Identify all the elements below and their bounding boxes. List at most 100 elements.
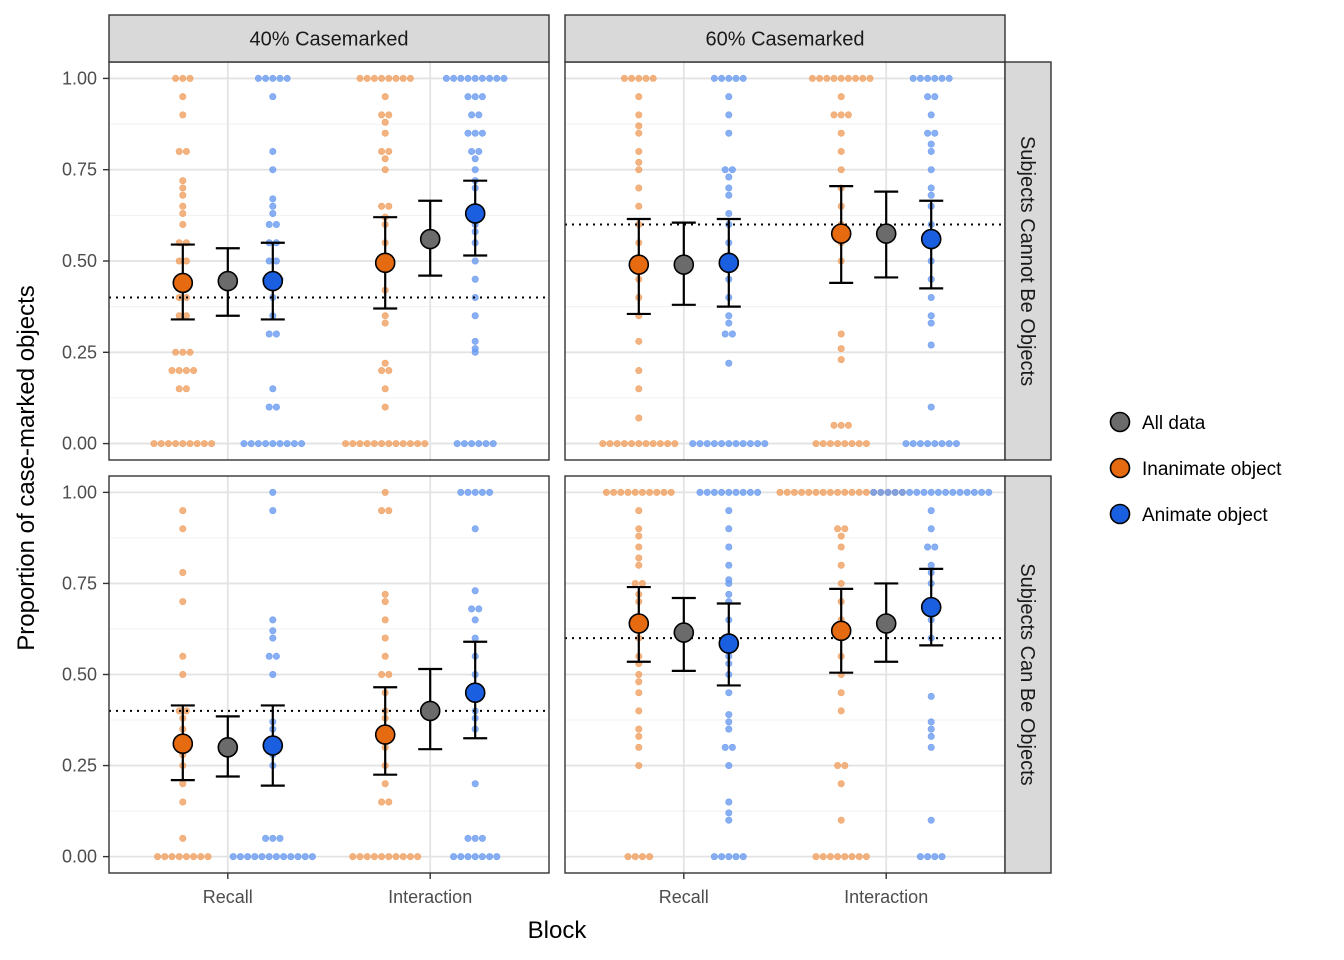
y-tick-label: 0.75 (62, 573, 97, 593)
animate-data-point (471, 345, 479, 353)
inanimate-data-point (378, 367, 386, 375)
inanimate-data-point (421, 440, 429, 448)
inanimate-data-point (378, 111, 386, 119)
inanimate-data-point (826, 853, 834, 861)
animate-data-point (265, 403, 273, 411)
animate-data-point (696, 488, 704, 496)
animate-data-point (725, 319, 733, 327)
animate-data-point (924, 74, 932, 82)
animate-data-point (945, 74, 953, 82)
inanimate-data-point (635, 129, 643, 137)
animate-data-point (721, 743, 729, 751)
inanimate-data-point (848, 488, 856, 496)
animate-data-point (916, 74, 924, 82)
inanimate-data-point (841, 488, 849, 496)
animate-data-point (478, 74, 486, 82)
inanimate-data-point (168, 853, 176, 861)
animate-data-point (269, 147, 277, 155)
animate-data-point (927, 718, 935, 726)
animate-data-point (877, 488, 885, 496)
inanimate-data-point (392, 440, 400, 448)
inanimate-data-point (168, 367, 176, 375)
inanimate-mean-point (628, 613, 650, 634)
animate-data-point (924, 93, 932, 101)
animate-data-point (276, 74, 284, 82)
animate-data-point (450, 74, 458, 82)
animate-data-point (725, 576, 733, 584)
inanimate-data-point (182, 853, 190, 861)
animate-data-point (978, 488, 986, 496)
animate-data-point (280, 853, 288, 861)
animate-data-point (460, 440, 468, 448)
y-tick-label: 0.00 (62, 847, 97, 867)
animate-data-point (244, 853, 252, 861)
inanimate-data-point (635, 166, 643, 174)
animate-data-point (471, 634, 479, 642)
panel-1-1 (565, 488, 1005, 861)
inanimate-data-point (837, 689, 845, 697)
y-tick-label: 1.00 (62, 68, 97, 88)
all-mean-point (875, 613, 897, 634)
animate-data-point (471, 155, 479, 163)
animate-data-point (272, 330, 280, 338)
y-tick-label: 0.50 (62, 665, 97, 685)
row-strip (1004, 61, 1052, 461)
animate-data-point (725, 173, 733, 181)
inanimate-data-point (837, 532, 845, 540)
animate-data-point (478, 93, 486, 101)
inanimate-data-point (356, 74, 364, 82)
inanimate-data-point (381, 598, 389, 606)
animate-data-point (464, 93, 472, 101)
animate-data-point (265, 652, 273, 660)
inanimate-data-point (620, 74, 628, 82)
inanimate-data-point (154, 853, 162, 861)
inanimate-data-point (635, 122, 643, 130)
legend-all-label: All data (1142, 413, 1206, 434)
inanimate-data-point (378, 202, 386, 210)
animate-data-point (471, 93, 479, 101)
animate-data-point (269, 195, 277, 203)
inanimate-data-point (179, 780, 187, 788)
animate-data-point (931, 129, 939, 137)
animate-data-point (725, 543, 733, 551)
inanimate-data-point (841, 525, 849, 533)
animate-data-point (934, 488, 942, 496)
animate-data-point (290, 440, 298, 448)
inanimate-data-point (837, 579, 845, 587)
animate-data-point (254, 440, 262, 448)
inanimate-data-point (837, 147, 845, 155)
inanimate-data-point (406, 74, 414, 82)
inanimate-data-point (852, 74, 860, 82)
animate-data-point (471, 488, 479, 496)
animate-mean-point (464, 203, 486, 224)
animate-data-point (276, 834, 284, 842)
inanimate-data-point (179, 93, 187, 101)
animate-data-point (301, 853, 309, 861)
animate-data-point (927, 525, 935, 533)
animate-data-point (927, 191, 935, 199)
inanimate-data-point (370, 74, 378, 82)
inanimate-data-point (385, 367, 393, 375)
animate-data-point (703, 440, 711, 448)
inanimate-data-point (381, 634, 389, 642)
animate-data-point (927, 732, 935, 740)
inanimate-data-point (378, 853, 386, 861)
animate-data-point (251, 853, 259, 861)
animate-data-point (985, 488, 993, 496)
inanimate-mean-point (374, 724, 396, 745)
animate-mean-point (262, 735, 284, 756)
animate-data-point (725, 191, 733, 199)
y-tick-label: 0.00 (62, 434, 97, 454)
inanimate-data-point (381, 118, 389, 126)
animate-data-point (725, 853, 733, 861)
inanimate-data-point (635, 414, 643, 422)
inanimate-data-point (190, 367, 198, 375)
animate-data-point (294, 853, 302, 861)
animate-data-point (269, 166, 277, 174)
inanimate-data-point (819, 488, 827, 496)
inanimate-data-point (385, 111, 393, 119)
x-tick-label: Recall (659, 887, 709, 907)
inanimate-data-point (830, 111, 838, 119)
animate-data-point (927, 111, 935, 119)
animate-data-point (924, 129, 932, 137)
